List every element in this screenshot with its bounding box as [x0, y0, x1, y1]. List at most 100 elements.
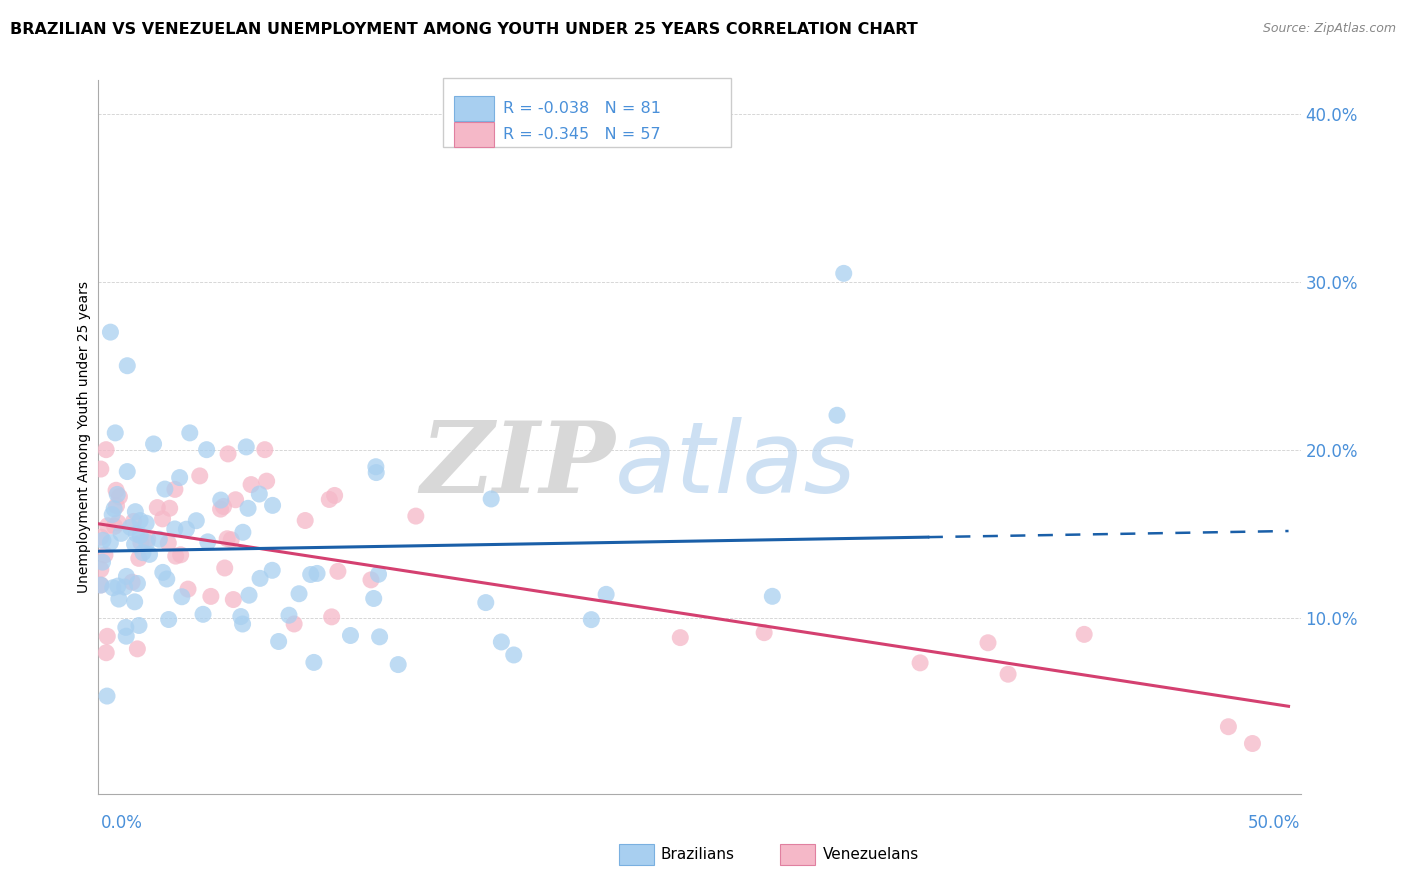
Point [318, 492, 340, 507]
Point [247, 487, 270, 501]
Point [97, 518, 120, 533]
Text: 50.0%: 50.0% [1249, 814, 1301, 832]
Point [156, 572, 179, 586]
Point [212, 500, 235, 514]
Point [114, 580, 136, 594]
Point [165, 549, 187, 563]
Text: BRAZILIAN VS VENEZUELAN UNEMPLOYMENT AMONG YOUTH UNDER 25 YEARS CORRELATION CHAR: BRAZILIAN VS VENEZUELAN UNEMPLOYMENT AMO… [10, 22, 918, 37]
Point [138, 547, 160, 561]
Point [200, 590, 222, 604]
Point [108, 490, 131, 504]
Point [232, 617, 254, 632]
Point [100, 325, 122, 339]
Point [122, 515, 145, 529]
Point [288, 587, 311, 601]
Point [90, 562, 112, 576]
Point [217, 447, 239, 461]
Point [219, 533, 242, 547]
Point [152, 566, 174, 580]
Text: Venezuelans: Venezuelans [823, 847, 918, 862]
Text: R = -0.345   N = 57: R = -0.345 N = 57 [503, 128, 661, 142]
Point [103, 501, 125, 516]
Point [236, 501, 259, 516]
Text: R = -0.038   N = 81: R = -0.038 N = 81 [503, 102, 661, 117]
Point [129, 535, 152, 549]
Point [581, 613, 603, 627]
Point [186, 514, 208, 528]
Point [235, 440, 257, 454]
Point [217, 532, 239, 546]
Point [214, 561, 236, 575]
Point [107, 579, 129, 593]
Point [90, 578, 112, 592]
Point [997, 667, 1019, 681]
Point [188, 469, 211, 483]
Point [197, 534, 219, 549]
Point [179, 425, 201, 440]
Point [148, 533, 170, 547]
Point [253, 442, 276, 457]
Point [491, 635, 513, 649]
Point [90, 530, 112, 544]
Point [169, 470, 191, 484]
Point [157, 536, 180, 550]
Point [104, 425, 127, 440]
Point [1073, 627, 1095, 641]
Point [307, 566, 329, 581]
Point [177, 582, 200, 596]
Point [127, 576, 149, 591]
Point [96, 629, 118, 643]
Point [129, 514, 152, 528]
Point [121, 575, 143, 590]
Point [240, 477, 263, 491]
Point [128, 618, 150, 632]
Point [368, 630, 391, 644]
Point [360, 573, 382, 587]
Point [117, 465, 139, 479]
Point [91, 533, 114, 548]
Point [222, 592, 245, 607]
Point [908, 656, 931, 670]
Point [159, 501, 181, 516]
Point [115, 629, 138, 643]
Point [135, 516, 157, 531]
Point [157, 613, 180, 627]
Point [105, 487, 128, 501]
Point [127, 641, 149, 656]
Point [152, 512, 174, 526]
Point [323, 488, 346, 502]
Point [238, 588, 260, 602]
Point [146, 500, 169, 515]
Point [101, 581, 124, 595]
Point [124, 537, 146, 551]
Point [825, 409, 848, 423]
Point [321, 610, 343, 624]
Point [129, 528, 152, 542]
Point [110, 526, 132, 541]
Point [94, 442, 117, 457]
Point [326, 565, 349, 579]
Point [262, 499, 284, 513]
Point [176, 522, 198, 536]
Point [387, 657, 409, 672]
Point [294, 514, 316, 528]
Point [1218, 720, 1240, 734]
Point [669, 631, 692, 645]
Point [103, 519, 125, 533]
Point [405, 509, 427, 524]
Point [267, 634, 290, 648]
Point [339, 628, 361, 642]
Point [225, 492, 247, 507]
Point [117, 359, 139, 373]
Point [209, 502, 232, 516]
Point [125, 527, 148, 541]
Point [249, 571, 271, 585]
Point [1241, 737, 1264, 751]
Point [107, 516, 129, 530]
Point [90, 462, 112, 476]
Y-axis label: Unemployment Among Youth under 25 years: Unemployment Among Youth under 25 years [77, 281, 91, 593]
Point [363, 591, 385, 606]
Point [136, 532, 159, 546]
Point [120, 520, 142, 534]
Point [128, 551, 150, 566]
